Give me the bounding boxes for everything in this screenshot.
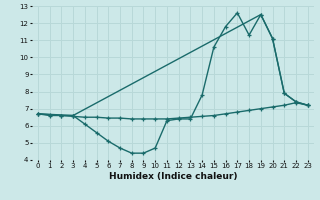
X-axis label: Humidex (Indice chaleur): Humidex (Indice chaleur) [108, 172, 237, 181]
